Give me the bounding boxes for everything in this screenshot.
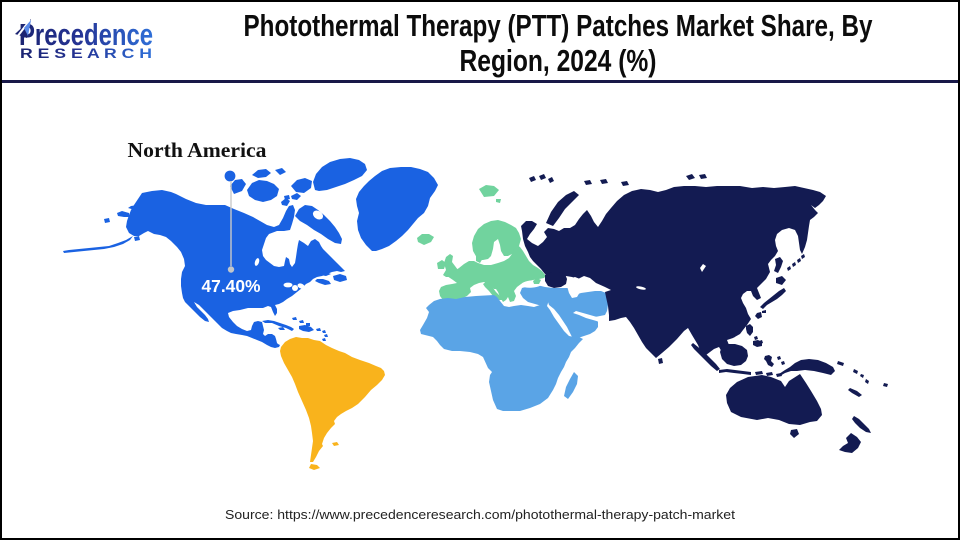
svg-text:Photothermal Therapy (PTT) Pat: Photothermal Therapy (PTT) Patches Marke…: [244, 8, 874, 43]
svg-text:47.40%: 47.40%: [202, 276, 261, 296]
svg-text:Source: https://www.precedence: Source: https://www.precedenceresearch.c…: [225, 507, 735, 522]
svg-text:North America: North America: [128, 138, 268, 162]
svg-text:Region, 2024 (%): Region, 2024 (%): [460, 43, 657, 78]
svg-text:R E S E A R C H: R E S E A R C H: [20, 46, 152, 61]
svg-text:Precedence: Precedence: [19, 17, 153, 52]
